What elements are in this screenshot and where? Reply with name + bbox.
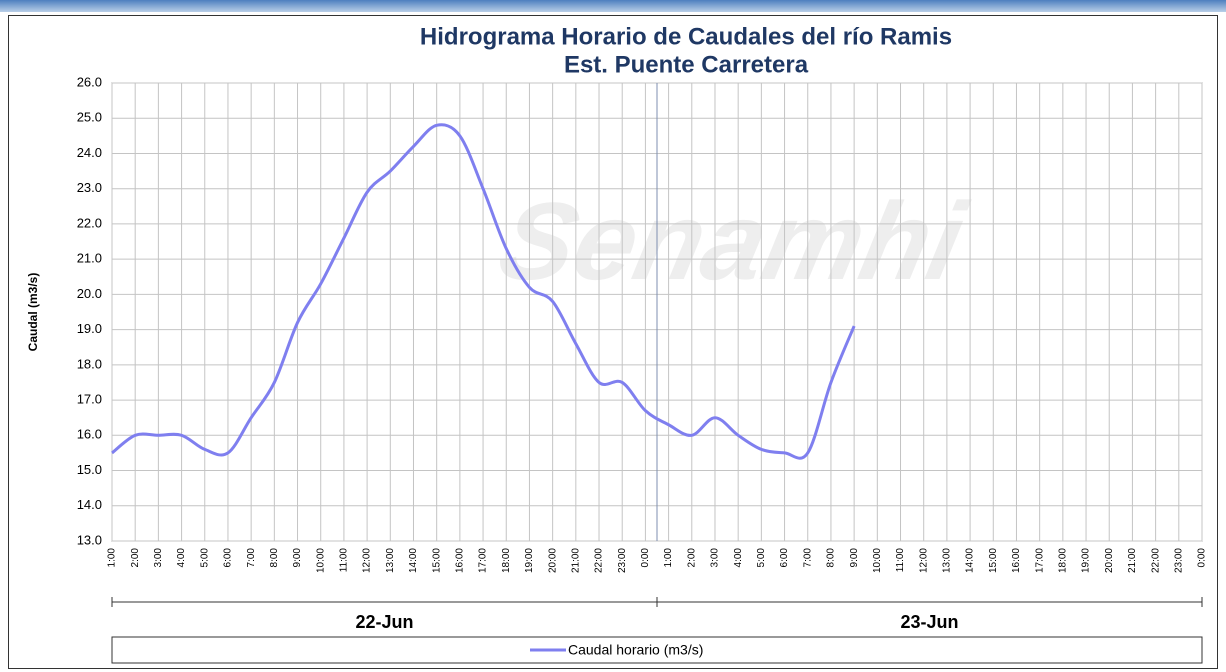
y-tick-label: 14.0 xyxy=(77,497,102,512)
y-tick-label: 26.0 xyxy=(77,74,102,89)
x-tick-label: 12:00 xyxy=(918,548,929,573)
x-tick-label: 10:00 xyxy=(872,548,883,573)
x-tick-label: 3:00 xyxy=(710,548,721,568)
x-tick-label: 6:00 xyxy=(223,548,234,568)
y-axis-title: Caudal (m3/s) xyxy=(26,273,40,352)
x-tick-label: 1:00 xyxy=(663,548,674,568)
x-tick-label: 4:00 xyxy=(733,548,744,568)
x-tick-label: 2:00 xyxy=(686,548,697,568)
x-tick-label: 12:00 xyxy=(362,548,373,573)
y-tick-label: 15.0 xyxy=(77,462,102,477)
x-tick-label: 17:00 xyxy=(1034,548,1045,573)
x-tick-label: 13:00 xyxy=(385,548,396,573)
x-tick-label: 20:00 xyxy=(547,548,558,573)
y-tick-label: 16.0 xyxy=(77,427,102,442)
x-tick-label: 13:00 xyxy=(942,548,953,573)
x-tick-label: 18:00 xyxy=(1057,548,1068,573)
x-tick-label: 10:00 xyxy=(315,548,326,573)
x-tick-label: 22:00 xyxy=(1150,548,1161,573)
chart-title: Hidrograma Horario de Caudales del río R… xyxy=(420,23,952,50)
x-tick-label: 5:00 xyxy=(199,548,210,568)
y-tick-label: 19.0 xyxy=(77,321,102,336)
x-tick-label: 11:00 xyxy=(339,548,350,573)
y-tick-label: 21.0 xyxy=(77,251,102,266)
x-tick-label: 0:00 xyxy=(640,548,651,568)
chart: Senamhi Hidrograma Horario de Caudales d… xyxy=(0,0,1226,672)
x-tick-label: 6:00 xyxy=(779,548,790,568)
y-tick-label: 23.0 xyxy=(77,180,102,195)
x-tick-label: 3:00 xyxy=(153,548,164,568)
y-tick-label: 13.0 xyxy=(77,532,102,547)
watermark: Senamhi xyxy=(490,179,977,303)
y-tick-label: 25.0 xyxy=(77,110,102,125)
x-tick-label: 7:00 xyxy=(802,548,813,568)
legend-label: Caudal horario (m3/s) xyxy=(568,642,703,658)
x-tick-label: 7:00 xyxy=(246,548,257,568)
x-tick-label: 23:00 xyxy=(1173,548,1184,573)
x-tick-label: 5:00 xyxy=(756,548,767,568)
x-tick-label: 21:00 xyxy=(1127,548,1138,573)
x-tick-label: 19:00 xyxy=(524,548,535,573)
group-label: 23-Jun xyxy=(900,612,958,632)
x-tick-label: 16:00 xyxy=(1011,548,1022,573)
x-tick-label: 11:00 xyxy=(895,548,906,573)
x-tick-label: 1:00 xyxy=(107,548,118,568)
x-tick-label: 15:00 xyxy=(988,548,999,573)
x-tick-label: 4:00 xyxy=(176,548,187,568)
y-tick-label: 20.0 xyxy=(77,286,102,301)
x-tick-label: 22:00 xyxy=(594,548,605,573)
x-tick-label: 9:00 xyxy=(849,548,860,568)
x-tick-label: 17:00 xyxy=(478,548,489,573)
y-tick-label: 22.0 xyxy=(77,215,102,230)
x-tick-label: 0:00 xyxy=(1197,548,1208,568)
chart-subtitle: Est. Puente Carretera xyxy=(564,51,809,78)
y-tick-label: 17.0 xyxy=(77,392,102,407)
x-tick-label: 14:00 xyxy=(408,548,419,573)
x-tick-label: 19:00 xyxy=(1081,548,1092,573)
x-tick-label: 8:00 xyxy=(826,548,837,568)
x-tick-label: 18:00 xyxy=(501,548,512,573)
x-tick-label: 21:00 xyxy=(570,548,581,573)
x-tick-label: 9:00 xyxy=(292,548,303,568)
x-tick-label: 23:00 xyxy=(617,548,628,573)
x-tick-label: 14:00 xyxy=(965,548,976,573)
y-tick-label: 18.0 xyxy=(77,356,102,371)
header-bar xyxy=(0,0,1226,12)
group-label: 22-Jun xyxy=(355,612,413,632)
x-tick-label: 20:00 xyxy=(1104,548,1115,573)
x-tick-label: 2:00 xyxy=(130,548,141,568)
y-tick-label: 24.0 xyxy=(77,145,102,160)
x-tick-label: 15:00 xyxy=(431,548,442,573)
x-tick-label: 8:00 xyxy=(269,548,280,568)
x-tick-label: 16:00 xyxy=(455,548,466,573)
